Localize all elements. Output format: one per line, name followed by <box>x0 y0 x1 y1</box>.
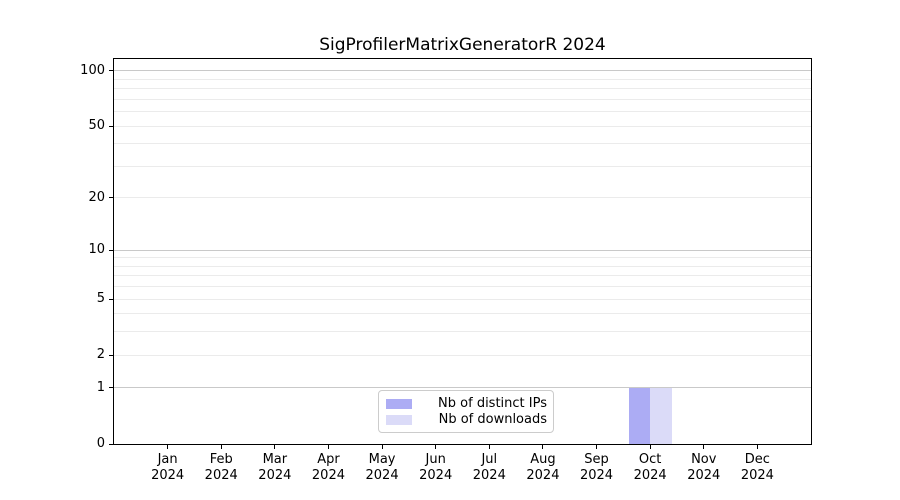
x-tick-label: Feb 2024 <box>189 452 253 484</box>
x-tick-label: Jan 2024 <box>136 452 200 484</box>
minor-gridline <box>114 298 811 300</box>
x-axis-tick <box>596 445 598 449</box>
x-tick-label: Apr 2024 <box>296 452 360 484</box>
x-tick-year: 2024 <box>204 468 238 483</box>
y-tick-label: 1 <box>96 379 105 395</box>
y-tick-label: 50 <box>88 118 105 134</box>
y-axis-tick <box>109 354 113 356</box>
x-tick-year: 2024 <box>365 468 399 483</box>
x-tick-year: 2024 <box>526 468 560 483</box>
x-tick-year: 2024 <box>579 468 614 483</box>
x-tick-month: Nov <box>691 452 717 467</box>
x-tick-month: Aug <box>530 452 556 467</box>
y-axis-tick <box>109 70 113 72</box>
x-axis-tick <box>381 445 383 449</box>
y-axis-tick <box>109 387 113 389</box>
minor-gridline <box>114 165 811 167</box>
x-axis-tick <box>327 445 329 449</box>
y-axis-tick <box>109 443 113 445</box>
minor-gridline <box>114 275 811 277</box>
x-tick-month: Dec <box>744 452 770 467</box>
y-tick-label: 5 <box>96 291 105 307</box>
minor-gridline <box>114 265 811 267</box>
x-tick-year: 2024 <box>151 468 185 483</box>
y-tick-label: 20 <box>88 189 105 205</box>
x-axis-tick <box>220 445 222 449</box>
bar-nb-of-downloads <box>650 387 672 444</box>
x-tick-label: May 2024 <box>350 452 414 484</box>
x-tick-month: Oct <box>638 452 662 467</box>
y-tick-label: 10 <box>88 242 105 258</box>
x-tick-month: Sep <box>584 452 609 467</box>
plot-area <box>113 58 812 445</box>
minor-gridline <box>114 197 811 199</box>
x-tick-label: Nov 2024 <box>672 452 736 484</box>
minor-gridline <box>114 88 811 90</box>
minor-gridline <box>114 257 811 259</box>
x-axis-tick <box>274 445 276 449</box>
x-tick-year: 2024 <box>258 468 292 483</box>
legend-entry: Nb of distinct IPs <box>386 396 547 411</box>
minor-gridline <box>114 125 811 127</box>
x-tick-month: Feb <box>209 452 233 467</box>
legend: Nb of distinct IPs Nb of downloads <box>378 390 554 433</box>
x-tick-label: Jul 2024 <box>457 452 521 484</box>
y-axis-tick <box>109 249 113 251</box>
legend-label: Nb of downloads <box>438 412 547 427</box>
x-tick-year: 2024 <box>687 468 721 483</box>
major-gridline <box>114 249 811 251</box>
minor-gridline <box>114 286 811 288</box>
x-tick-label: Sep 2024 <box>565 452 629 484</box>
y-tick-label: 2 <box>96 347 105 363</box>
x-axis-tick <box>756 445 758 449</box>
x-tick-month: Jul <box>481 452 498 467</box>
legend-entry: Nb of downloads <box>386 412 547 427</box>
x-tick-month: Jun <box>425 452 446 467</box>
minor-gridline <box>114 98 811 100</box>
major-gridline <box>114 70 811 72</box>
x-axis-tick <box>488 445 490 449</box>
x-tick-year: 2024 <box>419 468 453 483</box>
x-tick-label: Oct 2024 <box>618 452 682 484</box>
x-tick-label: Jun 2024 <box>404 452 468 484</box>
x-tick-year: 2024 <box>633 468 667 483</box>
x-axis-tick <box>542 445 544 449</box>
minor-gridline <box>114 313 811 315</box>
legend-swatch <box>386 414 412 425</box>
x-tick-year: 2024 <box>311 468 345 483</box>
minor-gridline <box>114 78 811 80</box>
x-tick-month: Jan <box>157 452 178 467</box>
bar-nb-of-distinct-ips <box>628 387 651 444</box>
y-tick-label: 100 <box>80 62 105 78</box>
y-axis-tick <box>109 125 113 127</box>
x-tick-month: Mar <box>262 452 288 467</box>
x-tick-label: Aug 2024 <box>511 452 575 484</box>
chart-title: SigProfilerMatrixGeneratorR 2024 <box>319 35 606 55</box>
minor-gridline <box>114 331 811 333</box>
x-tick-label: Dec 2024 <box>725 452 789 484</box>
y-axis-tick <box>109 298 113 300</box>
y-axis-tick <box>109 197 113 199</box>
legend-label: Nb of distinct IPs <box>438 396 547 411</box>
y-tick-label: 0 <box>96 436 105 451</box>
x-tick-label: Mar 2024 <box>243 452 307 484</box>
x-tick-month: Apr <box>317 452 340 467</box>
x-tick-year: 2024 <box>472 468 506 483</box>
minor-gridline <box>114 354 811 356</box>
x-tick-year: 2024 <box>740 468 774 483</box>
x-tick-month: May <box>368 452 396 467</box>
x-axis-tick <box>703 445 705 449</box>
major-gridline <box>114 387 811 389</box>
x-axis-tick <box>167 445 169 449</box>
minor-gridline <box>114 111 811 113</box>
x-axis-tick <box>649 445 651 449</box>
minor-gridline <box>114 143 811 145</box>
legend-swatch <box>386 398 412 409</box>
x-axis-tick <box>435 445 437 449</box>
